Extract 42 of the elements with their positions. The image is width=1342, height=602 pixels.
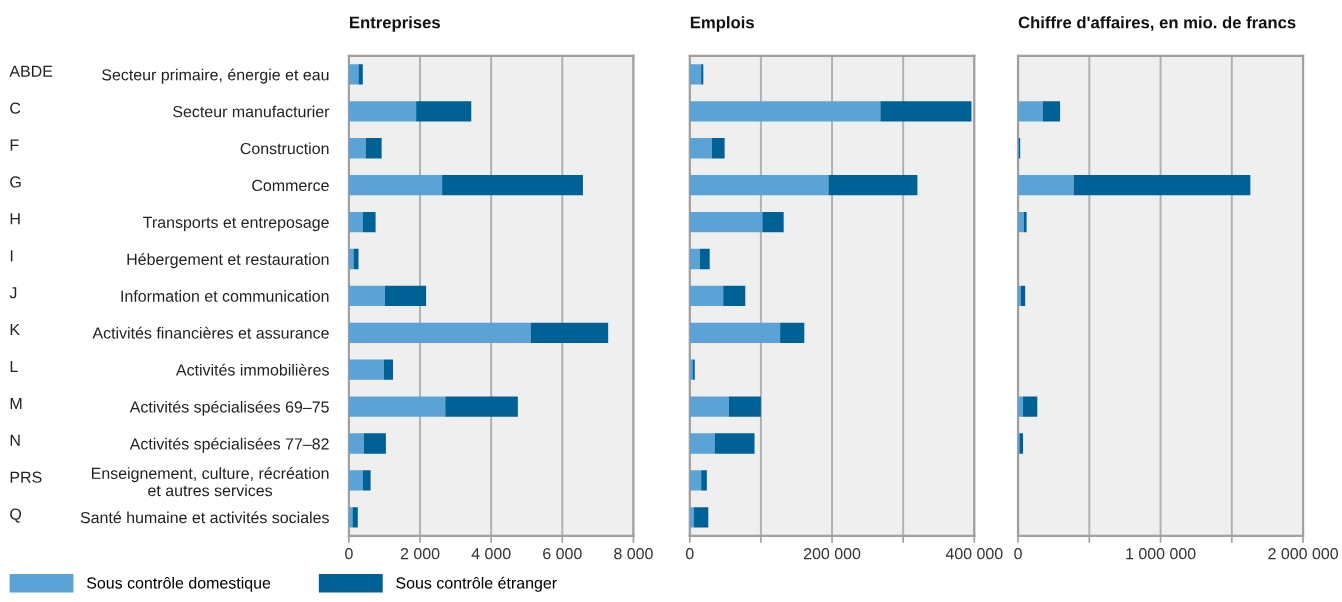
x-tick-label: 200 000: [803, 548, 861, 560]
chart-title: Entreprises: [350, 16, 440, 32]
text: L: [10, 360, 18, 372]
y-tick-label: Activités spécialisées 77–82: [129, 437, 329, 453]
text: J: [9, 287, 17, 299]
text: F: [10, 139, 19, 151]
text: M: [10, 397, 22, 409]
y-tick-label: Secteur manufacturier: [173, 105, 330, 118]
text: K: [10, 324, 20, 336]
x-tick-label: 400 000: [945, 548, 1003, 560]
x-tick-label: 0: [345, 548, 353, 560]
y-tick-label: Activités financières et assurance: [92, 326, 329, 339]
x-tick-label: 0: [685, 548, 694, 560]
text: Q: [10, 508, 22, 523]
chart-title: Chiffre d'affaires, en mio. de francs: [1018, 16, 1296, 31]
y-tick-label: Secteur primaire, énergie et eau: [102, 68, 329, 84]
x-tick-label: 2 000 000: [1268, 548, 1338, 560]
y-tick-label: Construction: [240, 142, 329, 155]
y-tick-label: Transports et entreposage: [143, 216, 329, 232]
text: H: [10, 213, 20, 225]
x-tick-label: 2 000: [400, 548, 440, 560]
legend-label: Sous contrôle étranger: [396, 576, 557, 592]
x-tick-label: 1 000 000: [1126, 548, 1196, 560]
text: C: [10, 102, 21, 114]
y-tick-label: Activités immobilières: [175, 363, 329, 376]
text: ABDE: [9, 65, 53, 77]
x-tick-label: 6 000: [543, 548, 582, 560]
x-tick-label: 4 000: [471, 548, 511, 560]
y-tick-label: Information et communication: [121, 290, 329, 302]
chart-title: Emplois: [690, 16, 754, 32]
legend-label: Sous contrôle domestique: [86, 576, 271, 592]
x-tick-label: 8 000: [614, 548, 653, 560]
text: G: [10, 176, 21, 188]
y-tick-label: Santé humaine et activités sociales: [80, 511, 329, 524]
y-tick-label: Enseignement, culture, récréation et autres services: [91, 467, 329, 497]
text: I: [10, 250, 13, 262]
y-tick-label: Commerce: [252, 179, 329, 192]
text: PRS: [10, 471, 42, 483]
x-tick-label: 0: [1014, 548, 1022, 560]
y-tick-label: Activités spécialisées 69–75: [129, 400, 329, 416]
y-tick-label: Hébergement et restauration: [127, 253, 329, 269]
text: N: [10, 434, 20, 446]
